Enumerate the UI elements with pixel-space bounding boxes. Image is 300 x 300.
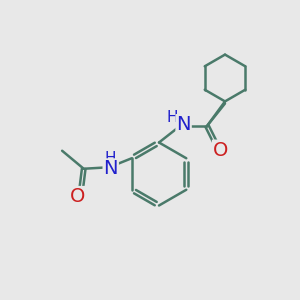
Text: O: O	[213, 140, 228, 160]
Text: H: H	[167, 110, 178, 125]
Text: O: O	[70, 187, 86, 206]
Text: N: N	[103, 159, 118, 178]
Text: H: H	[105, 151, 116, 166]
Text: N: N	[176, 115, 191, 134]
